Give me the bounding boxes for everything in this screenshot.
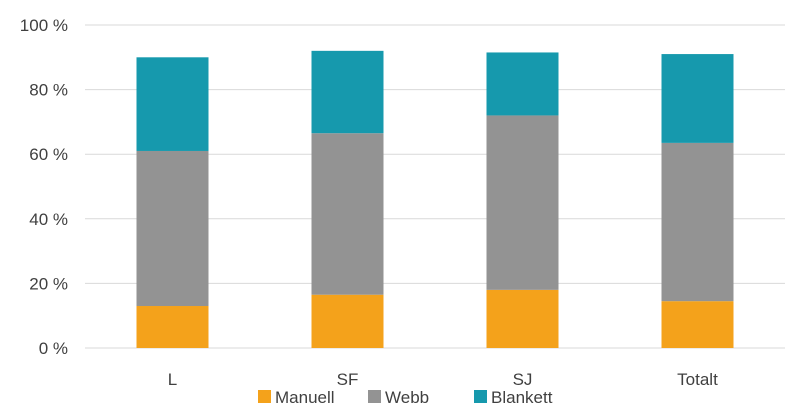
y-tick-label: 100 %	[20, 16, 68, 35]
legend-label: Webb	[385, 388, 429, 407]
legend-item-blankett: Blankett	[474, 388, 553, 407]
bar-stack-sf	[311, 50, 384, 348]
y-tick-label: 60 %	[29, 145, 68, 164]
legend-label: Manuell	[275, 388, 335, 407]
legend-item-manuell: Manuell	[258, 388, 335, 407]
legend-label: Blankett	[491, 388, 553, 407]
bar-stacks	[136, 50, 734, 348]
bar-segment-manuell	[311, 294, 384, 348]
y-tick-label: 0 %	[39, 339, 68, 358]
legend-swatch	[258, 390, 271, 403]
bar-segment-webb	[661, 142, 734, 302]
x-axis-tick-labels: L SF SJ Totalt	[168, 370, 718, 389]
bar-stack-totalt	[661, 54, 734, 348]
x-tick-label: L	[168, 370, 177, 389]
bar-segment-blankett	[136, 57, 209, 151]
bar-segment-blankett	[486, 52, 559, 116]
x-tick-label: SJ	[513, 370, 533, 389]
y-tick-label: 20 %	[29, 274, 68, 293]
legend-swatch	[368, 390, 381, 403]
bar-segment-webb	[311, 133, 384, 295]
y-axis-tick-labels: 0 % 20 % 40 % 60 % 80 % 100 %	[20, 16, 68, 358]
bar-segment-blankett	[311, 50, 384, 134]
bar-stack-l	[136, 57, 209, 348]
bar-stack-sj	[486, 52, 559, 348]
bar-segment-manuell	[486, 289, 559, 348]
y-tick-label: 80 %	[29, 81, 68, 100]
x-tick-label: SF	[337, 370, 359, 389]
legend-swatch	[474, 390, 487, 403]
legend-item-webb: Webb	[368, 388, 429, 407]
y-tick-label: 40 %	[29, 210, 68, 229]
x-tick-label: Totalt	[677, 370, 718, 389]
bar-segment-blankett	[661, 54, 734, 143]
bar-segment-manuell	[661, 301, 734, 348]
bar-segment-webb	[486, 115, 559, 290]
bar-segment-manuell	[136, 306, 209, 348]
legend: Manuell Webb Blankett	[258, 388, 553, 407]
bar-segment-webb	[136, 150, 209, 307]
